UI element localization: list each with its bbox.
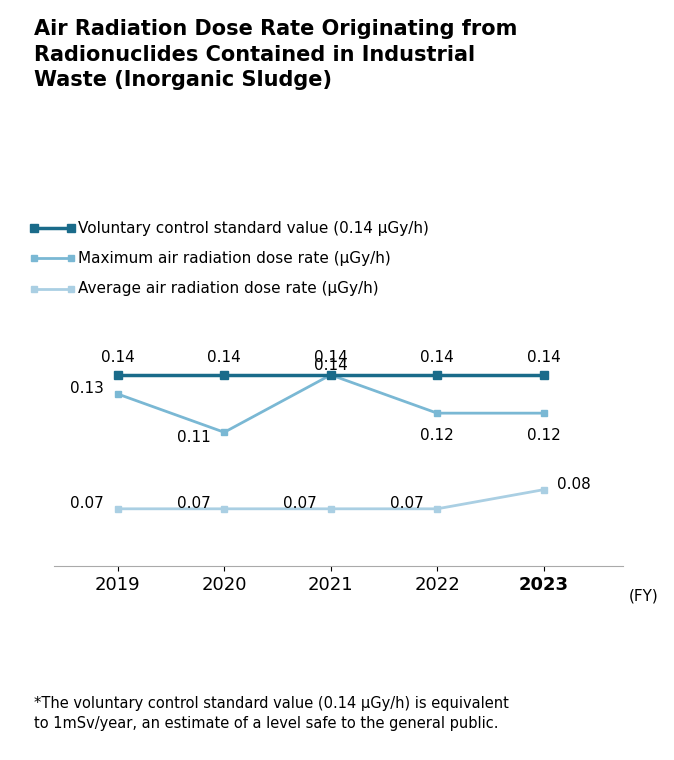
Text: Voluntary control standard value (0.14 μGy/h): Voluntary control standard value (0.14 μ… xyxy=(78,220,429,236)
Text: 0.14: 0.14 xyxy=(101,350,135,365)
Text: 0.13: 0.13 xyxy=(70,381,104,396)
Text: 0.07: 0.07 xyxy=(390,496,423,511)
Text: *The voluntary control standard value (0.14 μGy/h) is equivalent
to 1mSv/year, a: *The voluntary control standard value (0… xyxy=(34,696,509,731)
Text: Average air radiation dose rate (μGy/h): Average air radiation dose rate (μGy/h) xyxy=(78,281,378,296)
Text: 0.07: 0.07 xyxy=(70,496,104,511)
Text: Maximum air radiation dose rate (μGy/h): Maximum air radiation dose rate (μGy/h) xyxy=(78,251,390,266)
Text: (FY): (FY) xyxy=(629,588,659,603)
Text: 0.14: 0.14 xyxy=(208,350,241,365)
Text: 0.14: 0.14 xyxy=(527,350,561,365)
Text: 0.07: 0.07 xyxy=(283,496,317,511)
Text: 0.07: 0.07 xyxy=(177,496,210,511)
Text: 0.11: 0.11 xyxy=(177,430,210,445)
Text: 0.12: 0.12 xyxy=(527,428,561,443)
Text: Air Radiation Dose Rate Originating from
Radionuclides Contained in Industrial
W: Air Radiation Dose Rate Originating from… xyxy=(34,19,517,90)
Text: 0.14: 0.14 xyxy=(314,358,348,372)
Text: 0.08: 0.08 xyxy=(557,477,591,492)
Text: 0.14: 0.14 xyxy=(314,350,348,365)
Text: 0.12: 0.12 xyxy=(421,428,454,443)
Text: 0.14: 0.14 xyxy=(421,350,454,365)
